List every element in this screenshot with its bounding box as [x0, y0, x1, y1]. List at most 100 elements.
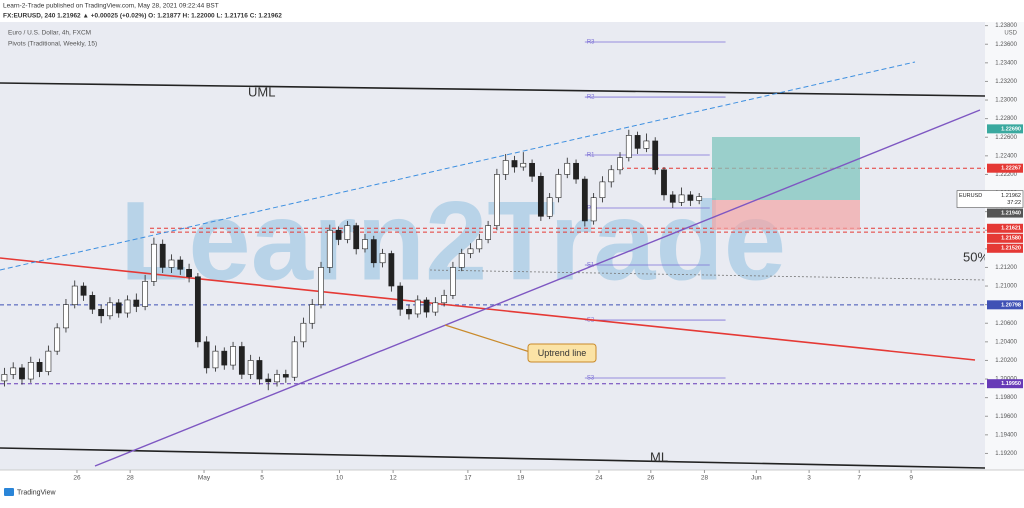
- candle-body: [599, 181, 606, 198]
- pivot-label: S3: [587, 376, 595, 382]
- pivot-label: R1: [587, 153, 595, 159]
- channel-line: [0, 61, 916, 271]
- axes: 1.192001.194001.196001.198001.200001.202…: [73, 23, 1024, 482]
- uml-label: UML: [248, 84, 275, 99]
- price-label-box: [987, 300, 1023, 310]
- fib-label: 50%: [963, 249, 989, 264]
- candle-body: [617, 157, 623, 171]
- candle-body: [274, 374, 280, 383]
- candle-body: [115, 302, 122, 314]
- candle-body: [168, 259, 175, 268]
- y-tick-label: 1.23600: [995, 42, 1017, 48]
- candle-body: [203, 341, 210, 369]
- pivot-label: R3: [587, 40, 595, 46]
- currency: USD: [1004, 31, 1017, 37]
- candle-body: [27, 362, 34, 380]
- candle-body: [476, 239, 483, 250]
- candle-body: [186, 268, 192, 278]
- price-label-text: 1.21520: [1001, 246, 1021, 252]
- x-tick-label: 26: [73, 475, 81, 482]
- price-label-box: [987, 243, 1023, 253]
- candle-body: [696, 196, 703, 201]
- candle-body: [89, 295, 96, 310]
- x-tick-label: 10: [336, 475, 344, 482]
- candle-body: [661, 169, 667, 196]
- tv-logo: [4, 488, 14, 496]
- candle-body: [511, 160, 518, 168]
- candle-body: [485, 225, 492, 240]
- candle-body: [1, 374, 8, 382]
- candle-body: [414, 299, 421, 315]
- candle-body: [326, 229, 333, 268]
- uml-line: [0, 82, 986, 97]
- publisher: Learn-2-Trade published on TradingView.c…: [3, 3, 219, 10]
- candle-body: [291, 341, 298, 378]
- x-tick-label: 24: [595, 475, 603, 482]
- candle-body: [388, 253, 395, 287]
- ml-label: ML: [650, 449, 668, 464]
- x-tick-label: 19: [517, 475, 525, 482]
- uptrend-line: [94, 109, 981, 467]
- candle-body: [458, 253, 465, 268]
- pivot-label: S2: [587, 318, 595, 324]
- candle-body: [441, 295, 448, 304]
- candle-body: [159, 243, 166, 268]
- candle-body: [353, 225, 360, 250]
- candle-body: [406, 308, 412, 315]
- y-tick-label: 1.22400: [995, 153, 1017, 159]
- x-tick-label: 7: [857, 475, 861, 482]
- candle-body: [265, 378, 272, 383]
- y-tick-label: 1.19600: [995, 414, 1017, 420]
- y-tick-label: 1.23400: [995, 60, 1017, 66]
- pivot-label: S1: [587, 263, 595, 269]
- y-tick-label: 1.19200: [995, 451, 1017, 457]
- candle-body: [555, 174, 562, 198]
- candle-body: [546, 197, 553, 217]
- candle-body: [230, 346, 236, 366]
- candle-body: [537, 175, 544, 217]
- candle-body: [63, 304, 69, 329]
- candle-body: [669, 194, 676, 203]
- candle-body: [573, 162, 579, 180]
- pivot-label: P: [587, 206, 591, 212]
- candle-body: [362, 239, 368, 250]
- candle-body: [177, 259, 184, 270]
- candle-body: [10, 367, 17, 375]
- candle-body: [687, 194, 694, 201]
- candles: [1, 129, 703, 391]
- candle-body: [71, 285, 78, 305]
- candle-body: [643, 140, 650, 149]
- x-tick-label: 28: [701, 475, 709, 482]
- loss-zone: [712, 200, 860, 230]
- candle-body: [529, 162, 535, 177]
- x-tick-label: 17: [464, 475, 472, 482]
- symbol-line: FX:EURUSD, 240 1.21962 ▲ +0.00025 (+0.02…: [3, 13, 282, 20]
- candle-body: [300, 322, 307, 343]
- price-label-box: [987, 233, 1023, 243]
- candle-body: [247, 360, 254, 375]
- x-tick-label: 26: [647, 475, 655, 482]
- candle-body: [564, 162, 571, 175]
- candle-body: [256, 360, 263, 380]
- candle-body: [238, 346, 245, 375]
- price-label-text: 1.20798: [1001, 302, 1021, 308]
- candle-body: [370, 239, 377, 264]
- ml-line: [0, 447, 986, 469]
- price-label-box: [987, 223, 1023, 233]
- candle-body: [19, 367, 25, 380]
- y-tick-label: 1.23000: [995, 98, 1017, 104]
- profit-zone: [712, 137, 860, 200]
- y-tick-label: 1.22600: [995, 135, 1017, 141]
- candle-body: [502, 160, 509, 175]
- x-tick-label: 9: [909, 475, 913, 482]
- candle-body: [397, 285, 404, 310]
- y-tick-label: 1.21200: [995, 265, 1017, 271]
- candle-body: [282, 374, 289, 378]
- candle-body: [432, 302, 439, 313]
- candle-body: [450, 267, 456, 296]
- x-tick-label: May: [198, 475, 211, 482]
- candle-body: [142, 281, 149, 307]
- y-tick-label: 1.22800: [995, 116, 1017, 122]
- y-tick-label: 1.19400: [995, 432, 1017, 438]
